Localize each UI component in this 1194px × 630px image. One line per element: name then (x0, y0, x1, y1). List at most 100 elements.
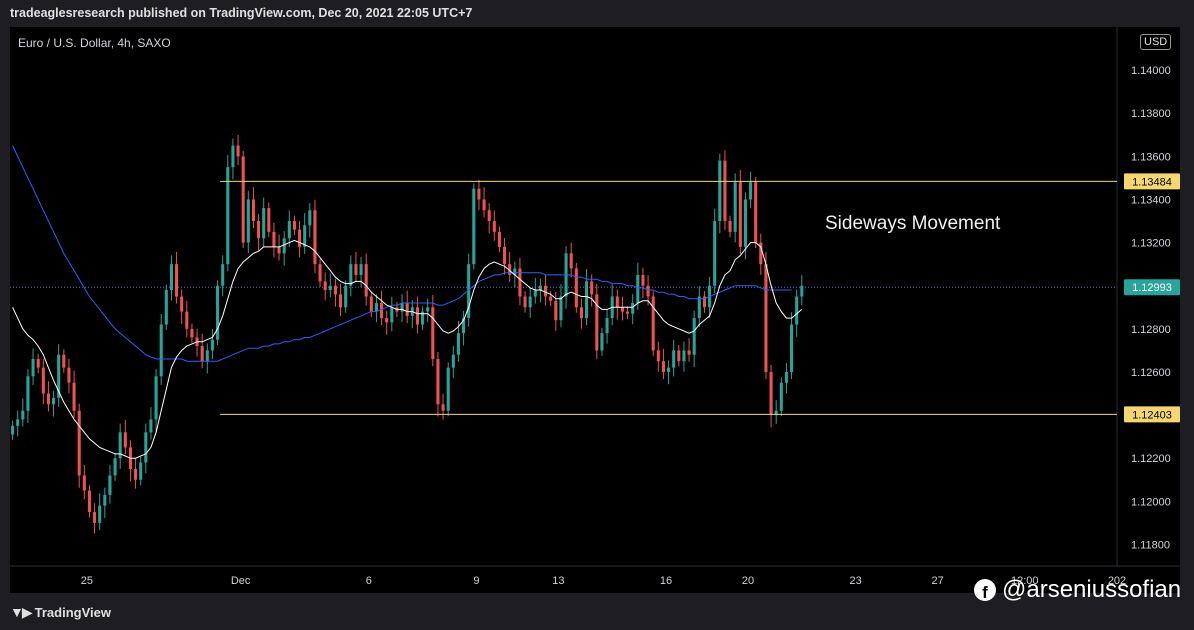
x-tick-label: 9 (473, 575, 479, 587)
y-tick-label: 1.12800 (1131, 324, 1171, 336)
candle-body (523, 296, 527, 308)
current-price-tag (1124, 279, 1180, 296)
candle-body (779, 382, 783, 411)
candle-body (159, 324, 163, 377)
candle-body (236, 145, 240, 157)
candle-body (190, 328, 194, 338)
candle-body (344, 285, 348, 308)
candle-body (641, 274, 645, 286)
candle-body (374, 302, 378, 312)
candle-body (180, 296, 184, 312)
candle-body (21, 410, 25, 420)
y-tick-label: 1.13200 (1131, 238, 1171, 250)
candle-body (262, 208, 266, 239)
candle-body (210, 339, 214, 351)
candle-body (574, 268, 578, 308)
chart-annotation: Sideways Movement (825, 213, 1001, 234)
candle-body (605, 318, 609, 334)
candle-body (615, 296, 619, 308)
candle-body (800, 285, 804, 297)
candle-body (559, 296, 563, 321)
candle-body (246, 199, 250, 243)
candle-body (216, 285, 220, 340)
candle-body (477, 188, 481, 200)
candle-body (764, 264, 768, 372)
candle-body (508, 264, 512, 275)
candle-body (646, 285, 650, 297)
candle-body (385, 318, 389, 323)
y-tick-label: 1.11800 (1131, 539, 1170, 551)
candle-body (113, 458, 117, 476)
watermark-handle: @arseniussofian (1002, 576, 1182, 603)
y-tick-label: 1.12200 (1131, 453, 1171, 465)
candle-body (226, 167, 230, 265)
y-tick-label: 1.12600 (1131, 367, 1171, 379)
candle-body (456, 333, 460, 355)
candle-body (533, 290, 537, 297)
publish-header: tradeaglesresearch published on TradingV… (10, 6, 473, 20)
currency-button[interactable]: USD (1140, 34, 1172, 50)
level-price-tag (1124, 173, 1180, 190)
candle-body (554, 300, 558, 321)
candle-body (482, 199, 486, 211)
candle-body (682, 350, 686, 362)
candle-body (154, 376, 158, 420)
x-tick-label: 13 (552, 575, 564, 587)
candle-body (677, 350, 681, 362)
candle-body (405, 302, 409, 316)
candle-body (631, 302, 635, 314)
candle-body (369, 296, 373, 312)
candle-body (446, 367, 450, 411)
candle-body (282, 238, 286, 254)
candle-body (62, 354, 66, 368)
tradingview-logo[interactable]: ▼▶ TradingView (10, 604, 111, 621)
candle-body (134, 468, 138, 480)
candle-body (200, 346, 204, 362)
candle-body (687, 350, 691, 355)
watermark: f @arseniussofian (974, 576, 1181, 604)
y-tick-label: 1.13600 (1131, 151, 1171, 163)
candle-body (144, 432, 148, 463)
candle-body (31, 359, 35, 377)
candle-body (41, 367, 45, 394)
candle-body (328, 285, 332, 291)
level-price-label: 1.12403 (1132, 409, 1172, 421)
candle-body (795, 296, 799, 325)
candle-body (733, 182, 737, 232)
candlestick-chart[interactable]: 1.118001.120001.122001.124001.126001.128… (10, 27, 1180, 593)
candle-body (636, 274, 640, 303)
candle-body (318, 264, 322, 282)
candle-body (354, 264, 358, 275)
candle-body (538, 285, 542, 291)
level-price-tag (1124, 406, 1180, 423)
candle-body (164, 290, 168, 325)
candle-body (451, 354, 455, 368)
level-price-label: 1.13484 (1132, 176, 1172, 188)
candle-body (421, 311, 425, 325)
candle-body (784, 371, 788, 383)
current-price-label: 1.12993 (1132, 282, 1172, 294)
candle-body (108, 475, 112, 495)
chart-area[interactable]: 1.118001.120001.122001.124001.126001.128… (10, 27, 1180, 593)
candle-body (87, 490, 91, 513)
candle-body (231, 145, 235, 168)
candle-body (287, 221, 291, 239)
y-tick-label: 1.13800 (1131, 108, 1171, 120)
candle-body (339, 294, 343, 308)
candle-body (667, 367, 671, 372)
x-tick-label: 16 (660, 575, 672, 587)
candle-body (692, 318, 696, 355)
candle-body (436, 359, 440, 405)
candle-body (595, 294, 599, 351)
candle-body (82, 475, 86, 491)
candle-body (754, 182, 758, 243)
candle-body (359, 264, 363, 275)
candle-body (272, 231, 276, 247)
candle-body (221, 264, 225, 286)
candle-body (26, 376, 30, 411)
candle-body (251, 199, 255, 222)
candle-body (702, 296, 706, 308)
candle-body (16, 419, 20, 426)
x-tick-label: 12:00 (1011, 575, 1039, 587)
candle-body (774, 410, 778, 416)
